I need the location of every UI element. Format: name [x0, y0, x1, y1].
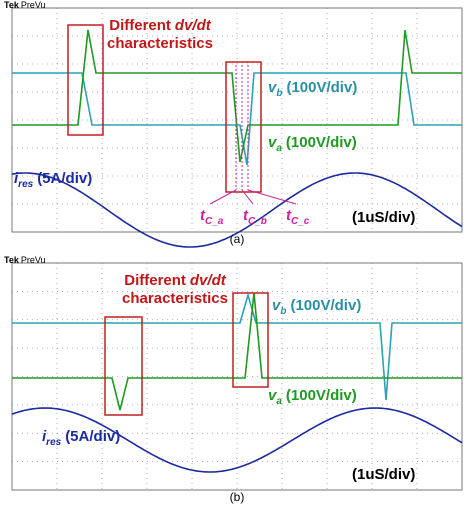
trace-sub: a — [276, 396, 282, 407]
trace-symbol: v — [268, 387, 278, 404]
trace-vb — [12, 292, 462, 401]
trace-sub: a — [276, 143, 282, 154]
trace-sub: b — [280, 306, 286, 317]
trace-ires — [11, 172, 463, 248]
trace-va — [12, 292, 462, 411]
trace-symbol: i — [14, 170, 19, 187]
brand: Tek — [4, 255, 20, 265]
trace-label: ires (5A/div) — [14, 170, 92, 190]
annotation-word: Different — [124, 272, 186, 289]
trace-sub: res — [46, 437, 61, 448]
marker-symbol: t — [243, 207, 249, 224]
trace-scale: (100V/div) — [290, 297, 361, 314]
trace-ires — [11, 407, 463, 473]
annotation: characteristics — [122, 290, 228, 307]
time-marker-leader — [209, 189, 237, 205]
annotation: Different dv/dt — [124, 272, 227, 289]
annotation-italic: dv/dt — [190, 272, 227, 289]
trace-scale: (100V/div) — [286, 134, 357, 151]
timebase: (1uS/div) — [352, 466, 415, 483]
annotation-italic: dv/dt — [175, 17, 212, 34]
time-marker-label: tC_c — [286, 207, 310, 227]
trace-symbol: v — [268, 79, 278, 96]
trace-label: va (100V/div) — [268, 387, 357, 407]
trace-sub: b — [276, 88, 282, 99]
mode: PreVu — [21, 0, 46, 10]
marker-sub: C_c — [291, 216, 310, 227]
time-marker-leader — [241, 189, 254, 205]
mode: PreVu — [21, 255, 46, 265]
timebase: (1uS/div) — [352, 209, 415, 226]
trace-scale: (100V/div) — [286, 387, 357, 404]
trace-symbol: i — [42, 428, 47, 445]
trace-label: ires (5A/div) — [42, 428, 120, 448]
scope-header: Tek PreVu — [4, 0, 46, 10]
marker-symbol: t — [286, 207, 292, 224]
marker-sub: C_b — [248, 216, 267, 227]
annotation: Different dv/dt — [109, 17, 212, 34]
annotation-word: Different — [109, 17, 171, 34]
brand: Tek — [4, 0, 20, 10]
scope-header: Tek PreVu — [4, 255, 46, 265]
caption: (b) — [230, 490, 245, 504]
trace-sub: res — [18, 179, 33, 190]
annotation: characteristics — [107, 35, 213, 52]
trace-label: vb (100V/div) — [272, 297, 361, 317]
trace-label: va (100V/div) — [268, 134, 357, 154]
trace-label: vb (100V/div) — [268, 79, 357, 99]
highlight-box — [104, 316, 143, 416]
time-marker-label: tC_b — [243, 207, 267, 227]
trace-vb — [12, 72, 462, 166]
trace-symbol: v — [268, 134, 278, 151]
caption: (a) — [230, 232, 245, 246]
highlight-box — [232, 292, 269, 388]
trace-scale: (100V/div) — [286, 79, 357, 96]
trace-symbol: v — [272, 297, 282, 314]
time-marker-leader — [247, 189, 297, 205]
time-marker-label: tC_a — [200, 207, 224, 227]
trace-scale: (5A/div) — [37, 170, 92, 187]
highlight-box — [67, 24, 104, 136]
marker-sub: C_a — [205, 216, 224, 227]
marker-symbol: t — [200, 207, 206, 224]
trace-scale: (5A/div) — [65, 428, 120, 445]
